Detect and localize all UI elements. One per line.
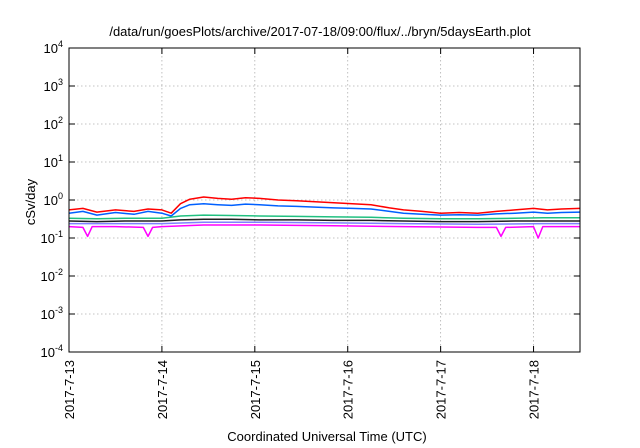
y-tick-label: 10-1 (41, 229, 63, 246)
x-tick-label: 2017-7-18 (527, 360, 542, 419)
chart-title: /data/run/goesPlots/archive/2017-07-18/0… (109, 24, 531, 39)
x-tick-label: 2017-7-16 (341, 360, 356, 419)
x-tick-label: 2017-7-13 (62, 360, 77, 419)
series-line-5 (69, 221, 580, 226)
series-layer (68, 196, 581, 239)
y-tick-label: 10-2 (41, 267, 63, 284)
series-line-4 (68, 218, 580, 223)
x-axis-label: Coordinated Universal Time (UTC) (227, 429, 426, 444)
x-tick-label: 2017-7-17 (434, 360, 449, 419)
x-tick-label: 2017-7-14 (155, 360, 170, 419)
series-line-3 (68, 214, 580, 220)
y-tick-label: 104 (44, 39, 63, 56)
series-line-2 (68, 202, 581, 217)
y-tick-label: 102 (44, 115, 63, 132)
y-axis-label: cSv/day (23, 178, 38, 225)
series-line-1 (68, 196, 581, 214)
y-axis: 10-4 10-3 10-2 10-1 100 101 102 103 104 (41, 39, 580, 360)
y-tick-label: 100 (44, 191, 63, 208)
x-tick-label: 2017-7-15 (248, 360, 263, 419)
series-line-6 (68, 224, 580, 239)
grid (68, 47, 580, 353)
y-tick-label: 103 (44, 77, 63, 94)
y-tick-label: 10-3 (41, 305, 63, 322)
y-tick-label: 101 (44, 153, 63, 170)
x-axis: 2017-7-13 2017-7-14 2017-7-15 2017-7-16 2017… (62, 48, 542, 419)
y-tick-label: 10-4 (41, 343, 63, 360)
